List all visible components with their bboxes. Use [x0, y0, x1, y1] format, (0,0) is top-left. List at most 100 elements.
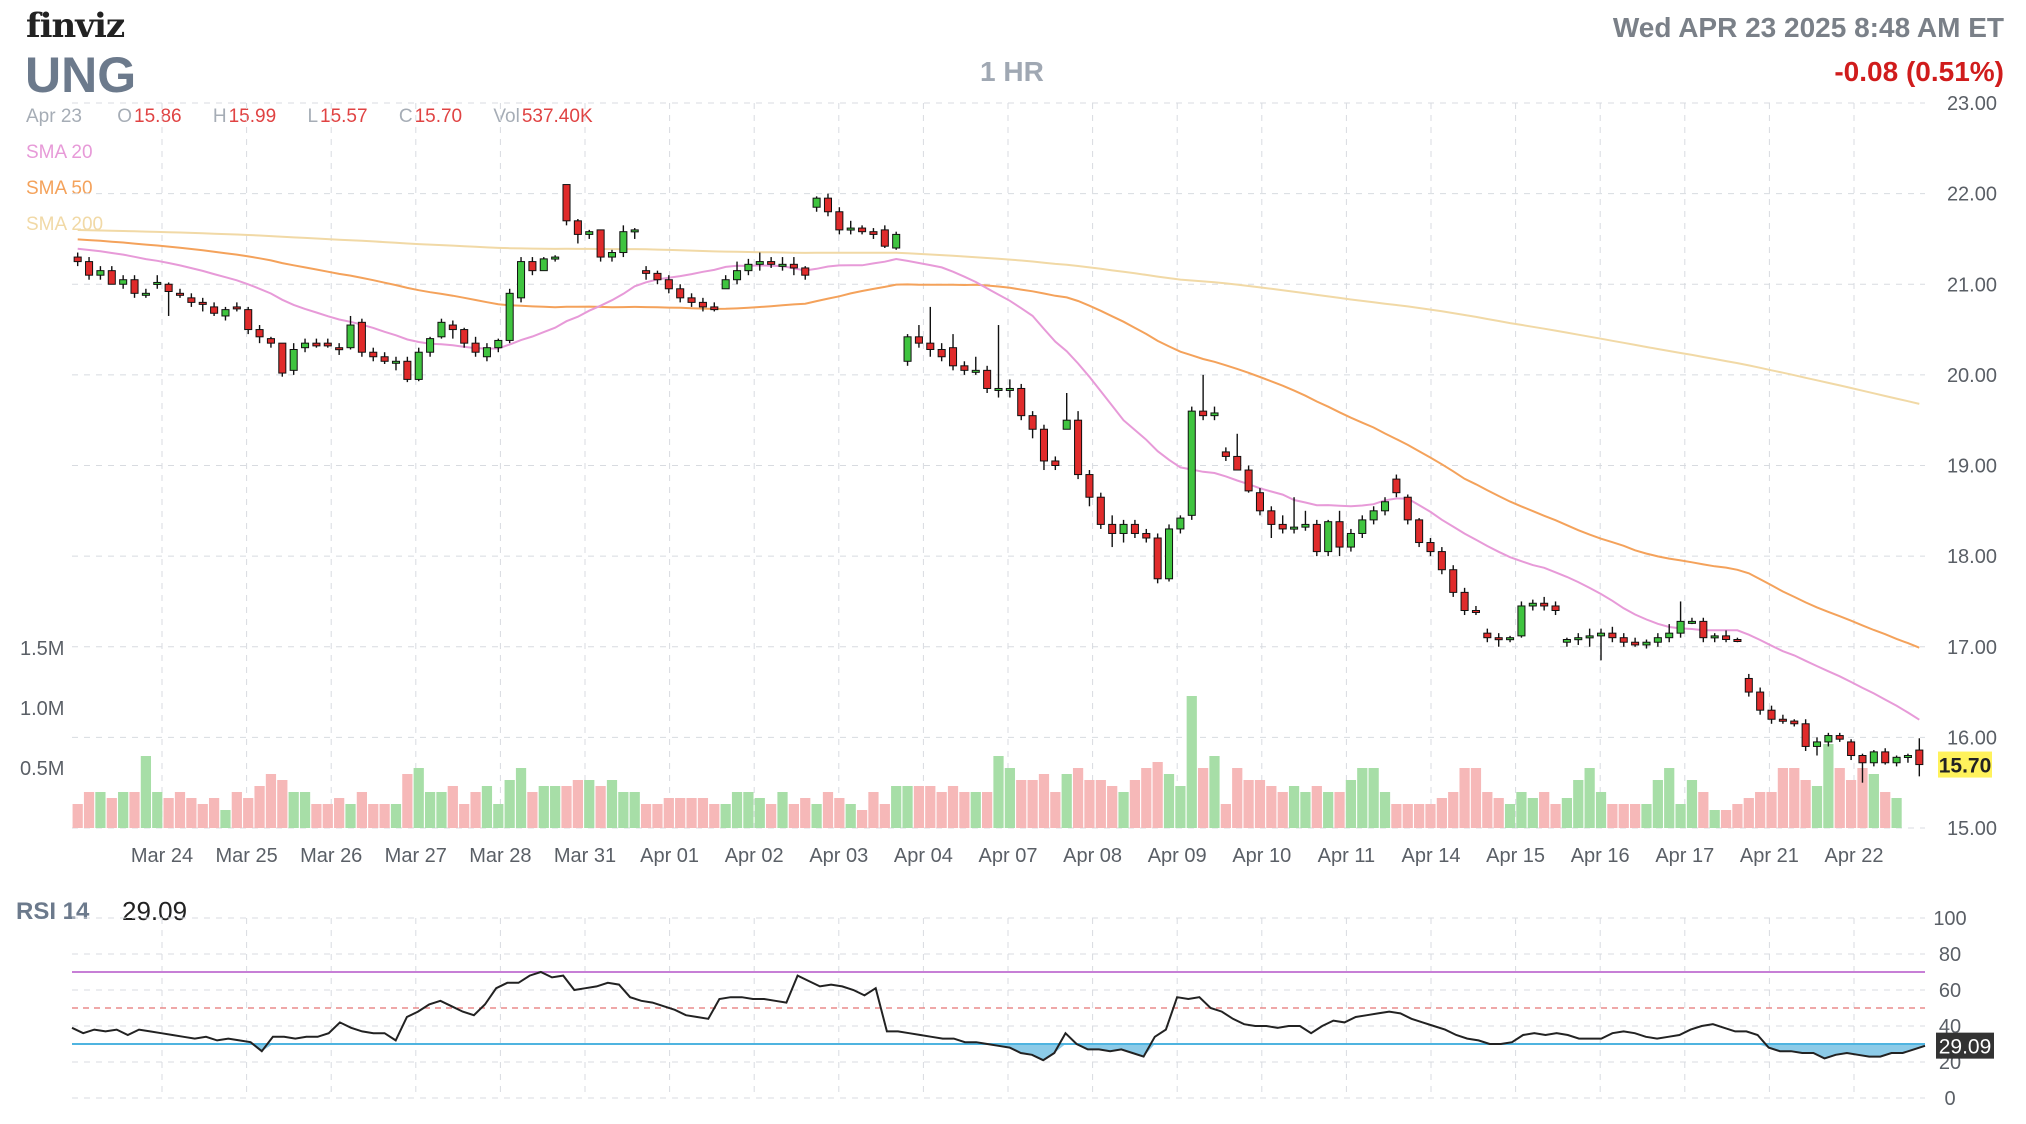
candle-body — [1847, 741, 1856, 756]
candle — [1710, 633, 1719, 643]
candle — [1290, 497, 1299, 534]
candle — [1756, 687, 1765, 715]
candle — [471, 336, 480, 357]
high-value: 15.99 — [228, 106, 277, 127]
volume-bar — [1379, 792, 1391, 828]
volume-bar — [265, 774, 277, 828]
candle-body — [1108, 523, 1117, 534]
volume-bar — [1664, 768, 1675, 828]
candle-body — [1210, 412, 1219, 417]
candle-body — [1869, 751, 1878, 764]
candle-body — [1619, 637, 1628, 643]
candle — [1596, 628, 1606, 661]
volume-bar — [1504, 804, 1516, 828]
volume-bar — [697, 798, 709, 828]
candle — [1881, 748, 1890, 765]
volume-tick-label: 1.5M — [20, 638, 64, 660]
volume-bar — [731, 792, 743, 828]
volume-bar — [152, 792, 163, 828]
volume-bar — [231, 792, 242, 828]
rsi-tick-label: 80 — [1939, 944, 1961, 966]
candle-body — [232, 306, 241, 310]
volume-bar — [868, 792, 879, 828]
volume-bar — [1141, 768, 1152, 828]
volume-bar — [982, 792, 993, 828]
grid-lines — [72, 102, 1925, 1098]
candle-body — [1699, 620, 1708, 639]
volume-bar — [1459, 768, 1470, 828]
volume-bar — [140, 756, 152, 828]
candle-body — [1915, 749, 1924, 766]
candle-body — [619, 231, 628, 254]
date-tick-label: Apr 14 — [1402, 845, 1461, 867]
candle — [585, 229, 594, 239]
candle — [1494, 633, 1503, 647]
candle-body — [1687, 620, 1696, 624]
volume-bar — [1652, 780, 1663, 828]
date-tick-label: Apr 01 — [640, 845, 699, 867]
candle-body — [517, 261, 526, 299]
candle-body — [1153, 537, 1162, 580]
candle — [1892, 755, 1901, 767]
candle — [653, 270, 662, 285]
volume-bar — [754, 798, 765, 828]
candle-body — [1142, 532, 1151, 539]
rsi-value-tag — [1936, 1032, 1994, 1059]
candle-body — [1824, 735, 1833, 743]
date-tick-label: Apr 03 — [809, 845, 868, 867]
candle — [642, 266, 651, 280]
volume-bar — [1391, 804, 1402, 828]
candle-body — [1631, 641, 1640, 646]
candle-body — [1130, 523, 1139, 534]
candle — [1676, 601, 1685, 638]
candle-body — [210, 306, 219, 314]
volume-bar — [356, 792, 368, 828]
candle — [596, 229, 605, 262]
candle-body — [1551, 605, 1560, 611]
candle-body — [892, 233, 901, 249]
volume-bar — [1368, 768, 1379, 828]
candle — [1244, 465, 1253, 493]
candle — [1426, 538, 1435, 557]
sma20-legend[interactable]: SMA 20 — [26, 142, 93, 163]
candle-body — [1415, 519, 1424, 544]
candle-body — [1881, 751, 1890, 764]
volume-bar — [1323, 792, 1334, 828]
candle — [1130, 519, 1139, 538]
volume-bar — [606, 780, 618, 828]
open-value: 15.86 — [134, 106, 182, 127]
candle-body — [1517, 605, 1526, 637]
rsi-tick-label: 60 — [1939, 980, 1961, 1002]
candle-body — [607, 252, 617, 258]
volume-bar — [481, 786, 493, 828]
candle — [403, 356, 412, 383]
candle — [1915, 738, 1924, 777]
candle-body — [266, 338, 275, 344]
sma-lines — [77, 229, 1920, 721]
volume-bar — [299, 792, 311, 828]
candle — [1460, 587, 1469, 616]
candle-body — [198, 301, 207, 305]
date-tick-label: Apr 10 — [1232, 845, 1291, 867]
volume-bar — [743, 792, 754, 828]
volume-bar — [106, 798, 117, 828]
candle — [960, 361, 969, 375]
candle — [1255, 488, 1264, 516]
volume-bar — [402, 774, 413, 828]
volume-bar — [1811, 786, 1823, 828]
candle — [630, 228, 639, 239]
volume-bar — [334, 798, 345, 828]
candle-body — [323, 342, 332, 347]
volume-bar — [1277, 792, 1288, 828]
volume-bar — [129, 792, 140, 828]
candle — [323, 338, 332, 348]
volume-bar — [1880, 792, 1891, 828]
volume-bar — [1243, 780, 1254, 828]
candle — [210, 302, 219, 316]
finviz-logo[interactable]: finviz — [26, 6, 125, 46]
candle-body — [1710, 635, 1719, 639]
volume-bar — [629, 792, 640, 828]
candle — [1187, 406, 1196, 520]
